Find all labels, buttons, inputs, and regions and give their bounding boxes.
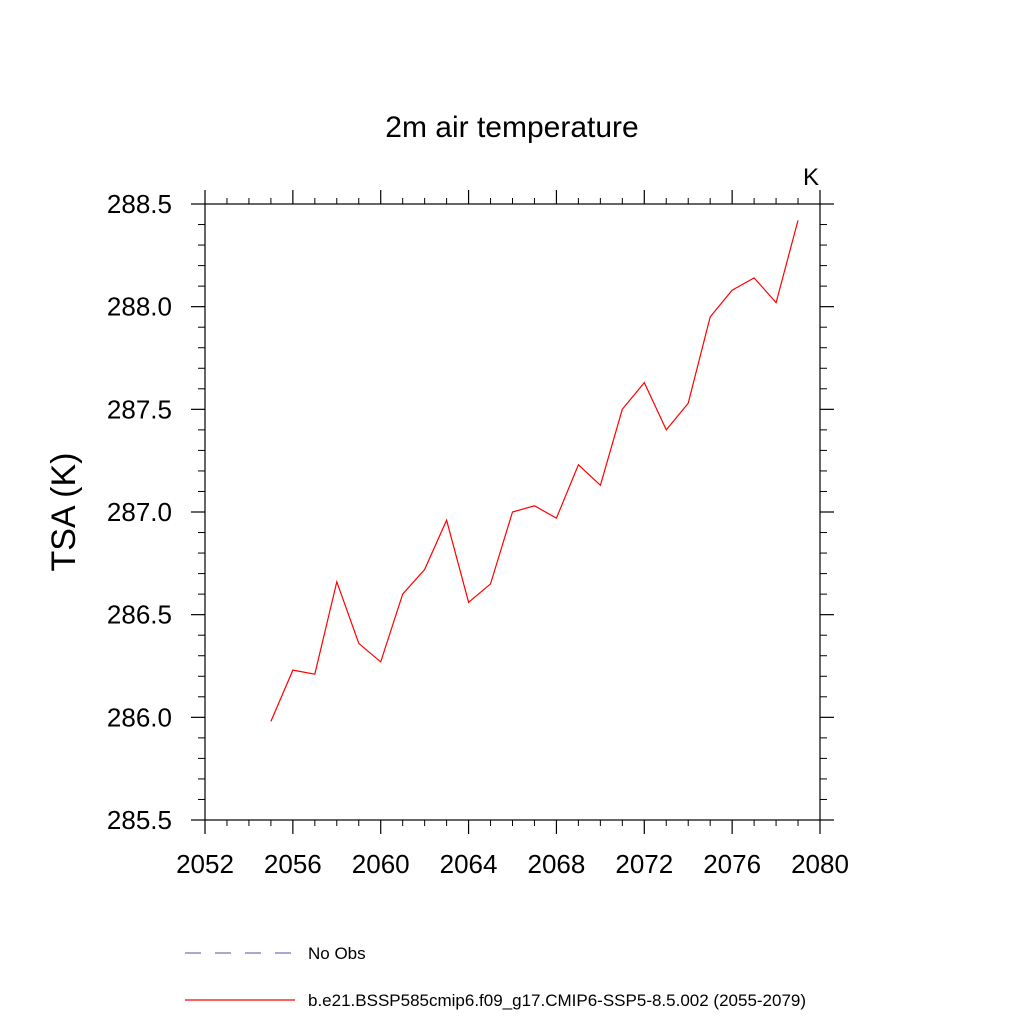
- series-line: [270, 220, 799, 722]
- x-tick-label: 2072: [615, 849, 673, 879]
- x-tick-label: 2064: [440, 849, 498, 879]
- x-tick-label: 2060: [352, 849, 410, 879]
- x-tick-label: 2076: [703, 849, 761, 879]
- y-axis-label: TSA (K): [45, 452, 83, 571]
- y-tick-label: 286.0: [107, 702, 172, 732]
- x-tick-label: 2056: [264, 849, 322, 879]
- legend: No Obs b.e21.BSSP585cmip6.f09_g17.CMIP6-S…: [185, 944, 806, 1010]
- legend-label: b.e21.BSSP585cmip6.f09_g17.CMIP6-SSP5-8.…: [308, 991, 806, 1010]
- y-tick-label: 285.5: [107, 805, 172, 835]
- series-layer: [270, 220, 799, 722]
- x-tick-label: 2080: [791, 849, 849, 879]
- axis-ticks: [191, 190, 834, 834]
- x-tick-label: 2068: [528, 849, 586, 879]
- chart-title: 2m air temperature: [385, 111, 638, 144]
- y-tick-label: 288.5: [107, 189, 172, 219]
- units-label: K: [803, 164, 819, 191]
- y-tick-label: 288.0: [107, 292, 172, 322]
- legend-label: No Obs: [308, 944, 366, 963]
- axis-tick-labels: 2052 2056 2060 2064 2068 2072 2076 2080 285.5 286…: [107, 189, 849, 879]
- x-tick-label: 2052: [176, 849, 234, 879]
- y-tick-label: 287.0: [107, 497, 172, 527]
- y-tick-label: 286.5: [107, 600, 172, 630]
- y-tick-label: 287.5: [107, 394, 172, 424]
